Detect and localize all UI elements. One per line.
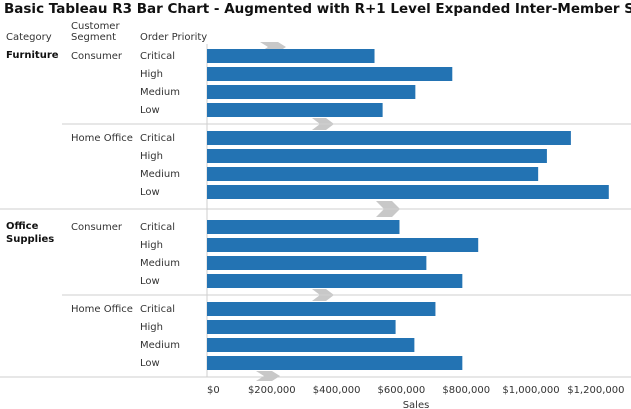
priority-label: Medium bbox=[140, 87, 180, 98]
column-header-box: Category bbox=[6, 32, 52, 43]
bar bbox=[207, 256, 427, 270]
bar bbox=[207, 85, 416, 99]
bar bbox=[207, 131, 571, 145]
x-tick-label: $200,000 bbox=[248, 385, 296, 396]
column-header-box: Customer Segment bbox=[71, 21, 120, 43]
bar bbox=[207, 338, 415, 352]
priority-label: Critical bbox=[140, 51, 175, 62]
x-tick-label: $400,000 bbox=[313, 385, 361, 396]
priority-label: Medium bbox=[140, 340, 180, 351]
priority-label: High bbox=[140, 240, 163, 251]
category-label: Office Supplies bbox=[6, 221, 55, 245]
priority-label: Critical bbox=[140, 304, 175, 315]
priority-label: High bbox=[140, 322, 163, 333]
column-header-box: Order Priority bbox=[140, 32, 208, 43]
segment-label: Consumer bbox=[71, 222, 123, 233]
x-tick-label: $800,000 bbox=[442, 385, 490, 396]
bar bbox=[207, 185, 609, 199]
priority-label: Medium bbox=[140, 169, 180, 180]
column-header: Order Priority bbox=[140, 32, 208, 43]
x-tick-label: $1,000,000 bbox=[502, 385, 559, 396]
bar bbox=[207, 320, 396, 334]
bar bbox=[207, 167, 539, 181]
priority-label: Low bbox=[140, 358, 160, 369]
category-label-box: Office Supplies bbox=[6, 221, 55, 245]
priority-label: Low bbox=[140, 105, 160, 116]
priority-label: High bbox=[140, 69, 163, 80]
bar bbox=[207, 220, 400, 234]
bar bbox=[207, 149, 547, 163]
x-tick-label: $0 bbox=[207, 385, 220, 396]
priority-label: Low bbox=[140, 276, 160, 287]
priority-label: Low bbox=[140, 187, 160, 198]
chart-title: Basic Tableau R3 Bar Chart - Augmented w… bbox=[4, 1, 631, 17]
bar bbox=[207, 49, 375, 63]
priority-label: High bbox=[140, 151, 163, 162]
bar bbox=[207, 274, 463, 288]
x-tick-label: $600,000 bbox=[378, 385, 426, 396]
bar bbox=[207, 67, 453, 81]
priority-label: Medium bbox=[140, 258, 180, 269]
category-label: Furniture bbox=[6, 50, 59, 61]
column-header: Category bbox=[6, 32, 52, 43]
priority-label: Critical bbox=[140, 133, 175, 144]
segment-label: Home Office bbox=[71, 304, 133, 315]
segment-label: Home Office bbox=[71, 133, 133, 144]
bar bbox=[207, 356, 463, 370]
x-axis-title: Sales bbox=[403, 400, 430, 409]
bar bbox=[207, 238, 479, 252]
priority-label: Critical bbox=[140, 222, 175, 233]
bar bbox=[207, 302, 436, 316]
segment-label: Consumer bbox=[71, 51, 123, 62]
category-label-box: Furniture bbox=[6, 50, 59, 61]
x-tick-label: $1,200,000 bbox=[567, 385, 624, 396]
bar bbox=[207, 103, 383, 117]
separator-chevron bbox=[256, 371, 280, 381]
column-header: Customer Segment bbox=[71, 21, 120, 43]
